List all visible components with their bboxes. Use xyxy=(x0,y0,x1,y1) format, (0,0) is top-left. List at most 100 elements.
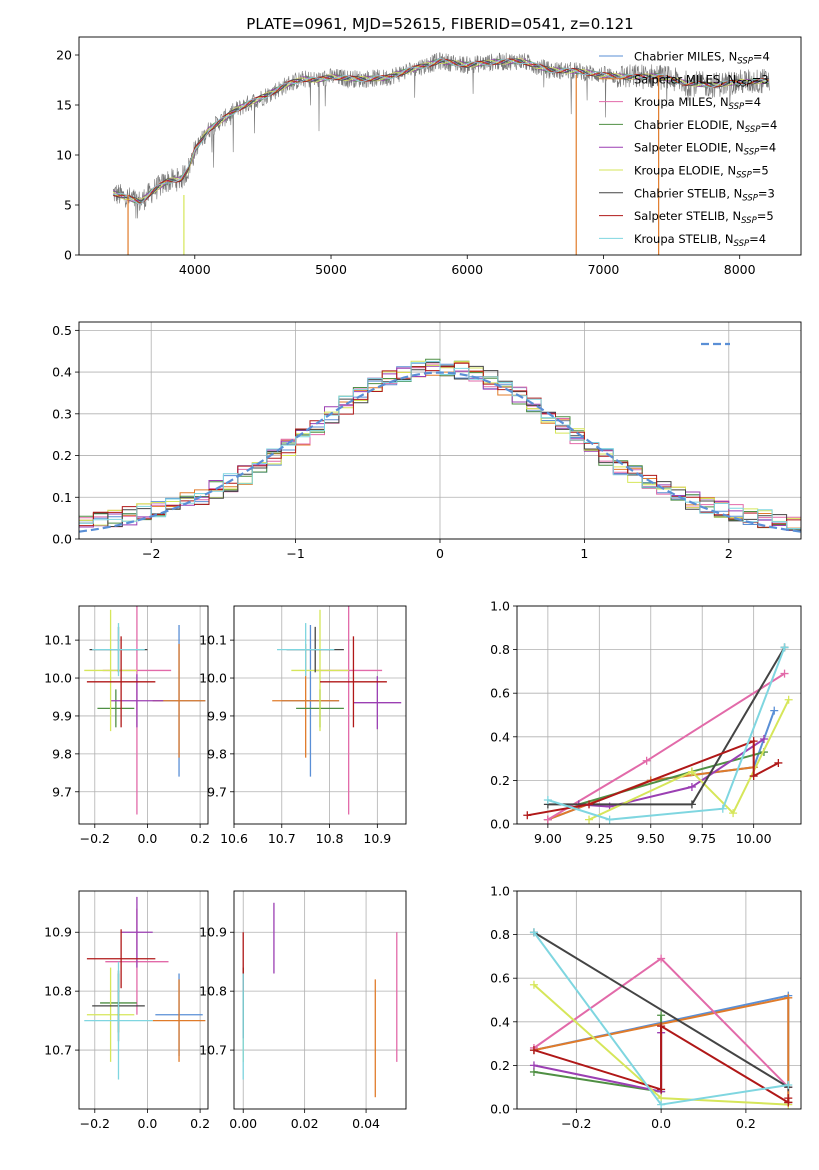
x-tick-label: −1 xyxy=(286,546,304,561)
weight-marker xyxy=(543,796,552,805)
panel-spectrum: 4000 5000 6000 7000 8000 0 5 10 15 20 Chabrier MIL… xyxy=(56,36,802,277)
weight-marker xyxy=(784,993,793,1002)
weight-line xyxy=(578,751,765,806)
weight-marker xyxy=(718,804,727,813)
plot-area xyxy=(523,643,793,824)
weight-marker xyxy=(657,1085,666,1094)
y-tick-label: 10 xyxy=(56,148,72,163)
legend-label: Kroupa ELODIE, NSSP=5 xyxy=(634,164,769,181)
weight-marker xyxy=(687,767,696,776)
y-tick-label: 0.6 xyxy=(490,686,510,701)
axes-frame xyxy=(516,890,802,1110)
y-tick-label: 0.4 xyxy=(490,729,510,744)
y-tick-label: 0.4 xyxy=(490,1014,510,1029)
x-tick-label: −0.2 xyxy=(80,831,110,846)
x-tick-label: 10.8 xyxy=(316,831,344,846)
legend-label: Kroupa STELIB, NSSP=4 xyxy=(634,232,766,249)
weight-line xyxy=(578,738,765,808)
weight-marker xyxy=(729,809,738,818)
x-tick-label: 10.6 xyxy=(220,831,248,846)
y-tick-label: 10.7 xyxy=(44,1043,72,1058)
weight-marker xyxy=(780,669,789,678)
y-tick-label: 0.1 xyxy=(52,490,72,505)
legend-label: Salpeter STELIB, NSSP=5 xyxy=(634,209,774,226)
weight-marker xyxy=(529,980,538,989)
weight-marker xyxy=(784,695,793,704)
weight-marker xyxy=(642,756,651,765)
axes-frame xyxy=(516,605,802,825)
x-tick-label: 7000 xyxy=(588,262,620,277)
x-tick-label: 8000 xyxy=(724,262,756,277)
x-tick-label: 9.00 xyxy=(534,831,562,846)
axes-frame xyxy=(78,321,802,540)
y-tick-label: 0.2 xyxy=(490,1058,510,1073)
panel-weight_vs_age: 9.00 9.25 9.50 9.75 10.00 0.0 0.2 0.4 0.6 0.8 1.0 xyxy=(490,599,802,846)
panel-weight_vs_Z: −0.2 0.0 0.2 0.0 0.2 0.4 0.6 0.8 1.0 xyxy=(490,884,802,1131)
x-tick-label: 0.00 xyxy=(229,1116,257,1131)
gaussian-curve xyxy=(79,371,801,533)
y-tick-label: 0.0 xyxy=(490,817,510,832)
weight-marker xyxy=(749,772,758,781)
y-tick-label: 9.7 xyxy=(207,784,227,799)
weight-marker xyxy=(687,782,696,791)
legend-label: Salpeter MILES, NSSP=3 xyxy=(634,72,769,89)
panel-mass_vs_Z: −0.2 0.0 0.2 10.7 10.8 10.9 xyxy=(44,890,210,1131)
weight-marker xyxy=(605,815,614,824)
y-tick-label: 5 xyxy=(64,198,72,213)
weight-marker xyxy=(585,815,594,824)
y-tick-label: 10.9 xyxy=(199,925,227,940)
y-tick-label: 0.2 xyxy=(52,448,72,463)
weight-marker xyxy=(523,811,532,820)
weight-marker xyxy=(770,706,779,715)
x-tick-label: 2 xyxy=(725,546,733,561)
x-tick-label: 0.04 xyxy=(352,1116,380,1131)
weight-line xyxy=(547,647,786,821)
axes-frame xyxy=(78,36,802,256)
weight-marker xyxy=(529,1061,538,1070)
y-tick-label: 0.2 xyxy=(490,773,510,788)
plot-area xyxy=(84,606,206,815)
x-tick-label: 0.2 xyxy=(190,831,210,846)
weight-marker xyxy=(759,734,768,743)
x-tick-label: 6000 xyxy=(451,262,483,277)
x-tick-label: 9.75 xyxy=(688,831,716,846)
weight-marker xyxy=(774,758,783,767)
figure-title: PLATE=0961, MJD=52615, FIBERID=0541, z=0… xyxy=(246,15,633,33)
x-tick-label: 0.0 xyxy=(138,831,158,846)
y-tick-label: 0.8 xyxy=(490,642,510,657)
x-tick-label: 0.0 xyxy=(651,1116,671,1131)
y-tick-label: 10.8 xyxy=(199,984,227,999)
weight-marker xyxy=(529,928,538,937)
axes-frame xyxy=(233,605,407,825)
plot-area xyxy=(112,52,770,255)
y-tick-label: 9.8 xyxy=(207,746,227,761)
x-tick-label: 0.02 xyxy=(291,1116,319,1131)
weight-marker xyxy=(657,954,666,963)
weight-marker xyxy=(529,1046,538,1055)
x-tick-label: 5000 xyxy=(315,262,347,277)
x-tick-label: 0.2 xyxy=(736,1116,756,1131)
x-tick-label: −2 xyxy=(142,546,160,561)
y-tick-label: 9.7 xyxy=(52,784,72,799)
y-tick-label: 0 xyxy=(64,248,72,263)
x-tick-label: 0.0 xyxy=(138,1116,158,1131)
plot-area xyxy=(84,896,206,1080)
weight-marker xyxy=(657,1022,666,1031)
legend-label: Chabrier STELIB, NSSP=3 xyxy=(634,186,775,203)
model-spectrum xyxy=(112,58,769,202)
y-tick-label: 0.0 xyxy=(52,532,72,547)
x-tick-label: 10.7 xyxy=(268,831,296,846)
weight-marker xyxy=(687,800,696,809)
y-tick-label: 15 xyxy=(56,98,72,113)
y-tick-label: 10.9 xyxy=(44,925,72,940)
x-tick-label: 10.00 xyxy=(736,831,772,846)
x-tick-label: 0 xyxy=(436,546,444,561)
axes-frame xyxy=(78,890,209,1110)
weight-marker xyxy=(780,643,789,652)
panel-age_vs_Z: −0.2 0.0 0.2 9.7 9.8 9.9 10.0 10.1 xyxy=(44,605,210,846)
y-tick-label: 10.1 xyxy=(44,633,72,648)
x-tick-label: −0.2 xyxy=(80,1116,110,1131)
y-tick-label: 0.3 xyxy=(52,406,72,421)
weight-line xyxy=(533,931,789,1089)
weight-marker xyxy=(657,1100,666,1109)
